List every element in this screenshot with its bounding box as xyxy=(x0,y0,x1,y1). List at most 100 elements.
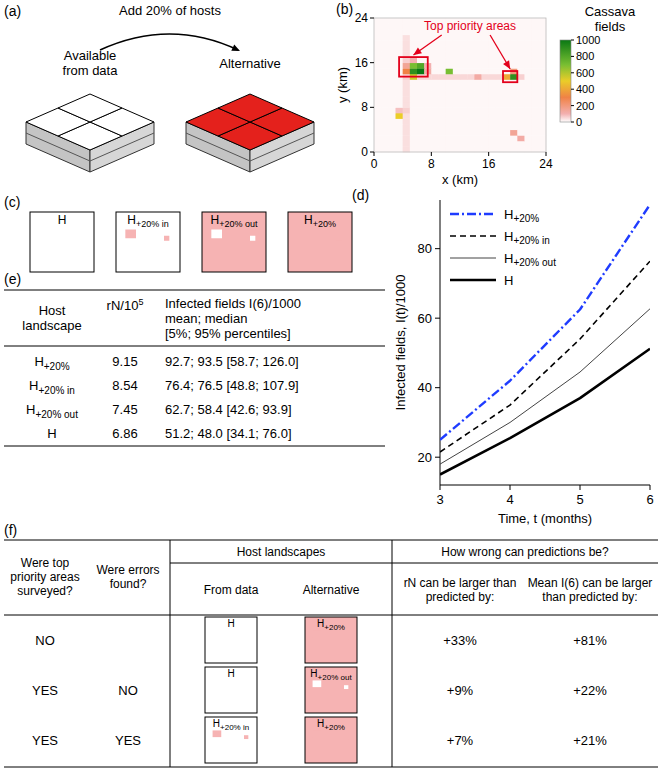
heatmap-cell xyxy=(396,46,404,52)
column-header: [5%; 95% percentiles] xyxy=(165,326,291,341)
priority-area xyxy=(213,680,222,687)
heatmap-cell xyxy=(381,113,389,119)
heatmap-cell xyxy=(417,85,425,91)
text-line: landscape xyxy=(22,318,81,333)
table-rule xyxy=(170,540,171,767)
heatmap-cell xyxy=(417,35,425,41)
main-text: H xyxy=(213,718,220,729)
heatmap-cell xyxy=(503,74,511,80)
heatmap-cell xyxy=(439,102,447,108)
cell: 62.7; 58.4 [42.6; 93.9] xyxy=(165,402,292,417)
heatmap-cell xyxy=(403,24,411,30)
heatmap-cell xyxy=(460,40,468,46)
text-line: found? xyxy=(110,577,147,591)
heatmap-cell xyxy=(453,107,461,113)
heatmap-cell xyxy=(474,146,482,152)
colorbar-tick xyxy=(571,89,574,90)
heatmap-cell xyxy=(532,52,540,58)
heatmap-cell xyxy=(453,85,461,91)
y-tick-label: 40 xyxy=(418,380,432,395)
heatmap-cell xyxy=(503,46,511,52)
heatmap-cell xyxy=(439,119,447,125)
heatmap-cell xyxy=(388,29,396,35)
heatmap-cell xyxy=(446,91,454,97)
heatmap-cell xyxy=(489,68,497,74)
block-tile xyxy=(218,94,282,122)
heatmap-cell xyxy=(381,135,389,141)
heatmap-cell xyxy=(532,96,540,102)
heatmap-cell xyxy=(539,107,547,113)
heatmap-cell xyxy=(431,46,439,52)
x-tick xyxy=(510,485,511,490)
panel-f: (f)Were toppriority areassurveyed?Were e… xyxy=(4,522,658,767)
heatmap-cell xyxy=(381,63,389,69)
heatmap-cell xyxy=(410,79,418,85)
heatmap-cell xyxy=(388,96,396,102)
x-tick-label: 3 xyxy=(436,492,443,507)
heatmap-cell xyxy=(467,40,475,46)
heatmap-cell xyxy=(424,130,432,136)
heatmap-cell xyxy=(410,91,418,97)
heatmap-cell xyxy=(403,113,411,119)
heatmap-cell xyxy=(532,85,540,91)
heatmap-cell xyxy=(431,52,439,58)
heatmap-cell xyxy=(403,63,411,69)
heatmap-cell xyxy=(417,40,425,46)
heatmap-cell xyxy=(525,57,533,63)
heatmap-cell xyxy=(431,146,439,152)
heatmap-cell xyxy=(467,146,475,152)
heatmap-cell xyxy=(489,107,497,113)
heatmap-cell xyxy=(431,63,439,69)
heatmap-cells xyxy=(374,18,546,152)
plot-lines xyxy=(440,205,650,475)
heatmap-cell xyxy=(381,130,389,136)
heatmap-cell xyxy=(424,96,432,102)
heatmap-cell xyxy=(474,46,482,52)
x-axis-title: x (km) xyxy=(442,172,478,187)
heatmap-cell xyxy=(381,40,389,46)
x-tick xyxy=(431,152,432,156)
heatmap-cell xyxy=(489,85,497,91)
colorbar-tick-label: 1000 xyxy=(576,34,600,46)
series-line xyxy=(440,205,650,440)
heatmap-cell xyxy=(489,91,497,97)
heatmap-cell xyxy=(446,35,454,41)
subscript: +20% in xyxy=(513,235,549,246)
column-header: Hostlandscape xyxy=(22,303,81,333)
heatmap-cell xyxy=(474,130,482,136)
heatmap-cell xyxy=(539,29,547,35)
heatmap-cell xyxy=(439,91,447,97)
heatmap-cell xyxy=(532,57,540,63)
heatmap-cell xyxy=(510,113,518,119)
heatmap-cell xyxy=(410,146,418,152)
heatmap-cell xyxy=(374,130,382,136)
heatmap-cell xyxy=(403,68,411,74)
heatmap-cell xyxy=(489,96,497,102)
header-text: rN/10 xyxy=(107,298,139,313)
heatmap-cell xyxy=(539,96,547,102)
colorbar-tick-label: 600 xyxy=(576,67,594,79)
column-header: Were errorsfound? xyxy=(96,563,159,591)
heatmap-cell xyxy=(489,113,497,119)
heatmap-cell xyxy=(417,102,425,108)
priority-area xyxy=(313,730,322,737)
heatmap-cell xyxy=(410,102,418,108)
heatmap-cell xyxy=(446,52,454,58)
heatmap-cell xyxy=(510,135,518,141)
heatmap-cell xyxy=(489,63,497,69)
y-tick xyxy=(435,248,440,249)
heatmap-cell xyxy=(503,119,511,125)
heatmap-cell xyxy=(396,141,404,147)
heatmap-cell xyxy=(410,113,418,119)
subscript: +20% in xyxy=(38,385,74,396)
heatmap-cell xyxy=(396,119,404,125)
cell: +33% xyxy=(443,633,477,648)
heatmap-cell xyxy=(431,141,439,147)
cell: +21% xyxy=(573,733,607,748)
heatmap-cell xyxy=(374,135,382,141)
heatmap-cell xyxy=(439,52,447,58)
heatmap-cell xyxy=(374,91,382,97)
colorbar-tick xyxy=(571,122,574,123)
heatmap-cell xyxy=(460,46,468,52)
heatmap-cell xyxy=(396,29,404,35)
